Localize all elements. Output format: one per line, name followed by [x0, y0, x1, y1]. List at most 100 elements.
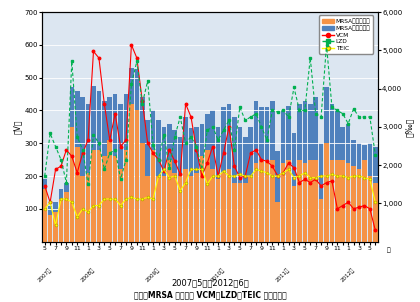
- Bar: [351, 140, 356, 242]
- Bar: [80, 176, 85, 242]
- Bar: [42, 179, 47, 242]
- Bar: [86, 104, 90, 242]
- Bar: [286, 160, 291, 242]
- Bar: [129, 68, 134, 242]
- Bar: [189, 128, 193, 242]
- Bar: [134, 111, 139, 242]
- Bar: [42, 189, 47, 242]
- Bar: [118, 169, 123, 242]
- Bar: [221, 107, 226, 242]
- Bar: [270, 160, 275, 242]
- Bar: [129, 104, 134, 242]
- Bar: [113, 94, 118, 242]
- Bar: [162, 176, 166, 242]
- Bar: [276, 151, 280, 242]
- Bar: [124, 150, 128, 242]
- Bar: [210, 111, 215, 242]
- Bar: [221, 173, 226, 242]
- Bar: [281, 163, 286, 242]
- Bar: [368, 143, 372, 242]
- Bar: [265, 107, 269, 242]
- Bar: [173, 130, 177, 242]
- Bar: [156, 120, 161, 242]
- Bar: [341, 127, 345, 242]
- Bar: [102, 101, 107, 242]
- Bar: [145, 120, 150, 242]
- Bar: [335, 160, 340, 242]
- Bar: [341, 160, 345, 242]
- X-axis label: 2007年5月～2012年6月: 2007年5月～2012年6月: [171, 278, 249, 288]
- Bar: [97, 150, 101, 242]
- Bar: [200, 124, 204, 242]
- Bar: [167, 160, 172, 242]
- Bar: [319, 143, 323, 242]
- Bar: [48, 215, 52, 242]
- Text: 2010年: 2010年: [210, 267, 226, 283]
- Bar: [118, 104, 123, 242]
- Bar: [248, 176, 253, 242]
- Bar: [194, 173, 199, 242]
- Bar: [205, 150, 210, 242]
- Bar: [265, 160, 269, 242]
- Bar: [91, 86, 96, 242]
- Bar: [324, 143, 329, 242]
- Bar: [75, 146, 79, 242]
- Bar: [227, 104, 231, 242]
- Legend: MRSA新規検出率, MRSA保菌検出率, VCM, LZD, TEIC: MRSA新規検出率, MRSA保菌検出率, VCM, LZD, TEIC: [319, 15, 373, 53]
- Bar: [183, 117, 188, 242]
- Bar: [292, 186, 296, 242]
- Bar: [69, 127, 74, 242]
- Bar: [69, 88, 74, 242]
- Bar: [151, 150, 155, 242]
- Bar: [178, 176, 183, 242]
- Bar: [210, 169, 215, 242]
- Text: 2012年: 2012年: [340, 267, 356, 283]
- Bar: [324, 88, 329, 242]
- Bar: [248, 127, 253, 242]
- Bar: [59, 199, 63, 242]
- Bar: [313, 160, 318, 242]
- Bar: [259, 107, 264, 242]
- Bar: [281, 111, 286, 242]
- Bar: [216, 127, 220, 242]
- Bar: [48, 206, 52, 242]
- Bar: [302, 163, 307, 242]
- Bar: [156, 176, 161, 242]
- Bar: [232, 183, 237, 242]
- Text: 月: 月: [386, 247, 390, 253]
- Bar: [243, 137, 247, 242]
- Bar: [313, 97, 318, 242]
- Bar: [308, 160, 312, 242]
- Bar: [216, 179, 220, 242]
- Bar: [357, 143, 361, 242]
- Bar: [113, 156, 118, 242]
- Bar: [302, 101, 307, 242]
- Bar: [189, 176, 193, 242]
- Bar: [178, 137, 183, 242]
- Bar: [373, 146, 378, 242]
- Bar: [373, 183, 378, 242]
- Bar: [108, 97, 112, 242]
- Bar: [205, 114, 210, 242]
- Text: 2007年: 2007年: [37, 267, 53, 283]
- Bar: [254, 163, 258, 242]
- Text: 2011年: 2011年: [275, 267, 291, 283]
- Bar: [167, 124, 172, 242]
- Bar: [319, 199, 323, 242]
- Bar: [151, 111, 155, 242]
- Bar: [53, 202, 58, 242]
- Bar: [75, 91, 79, 242]
- Bar: [346, 124, 351, 242]
- Bar: [91, 150, 96, 242]
- Bar: [346, 163, 351, 242]
- Bar: [162, 127, 166, 242]
- Bar: [243, 183, 247, 242]
- Bar: [173, 173, 177, 242]
- Bar: [227, 169, 231, 242]
- Y-axis label: （‰）: （‰）: [405, 117, 414, 137]
- Bar: [330, 104, 334, 242]
- Bar: [335, 111, 340, 242]
- Bar: [254, 101, 258, 242]
- Bar: [124, 94, 128, 242]
- Bar: [297, 104, 302, 242]
